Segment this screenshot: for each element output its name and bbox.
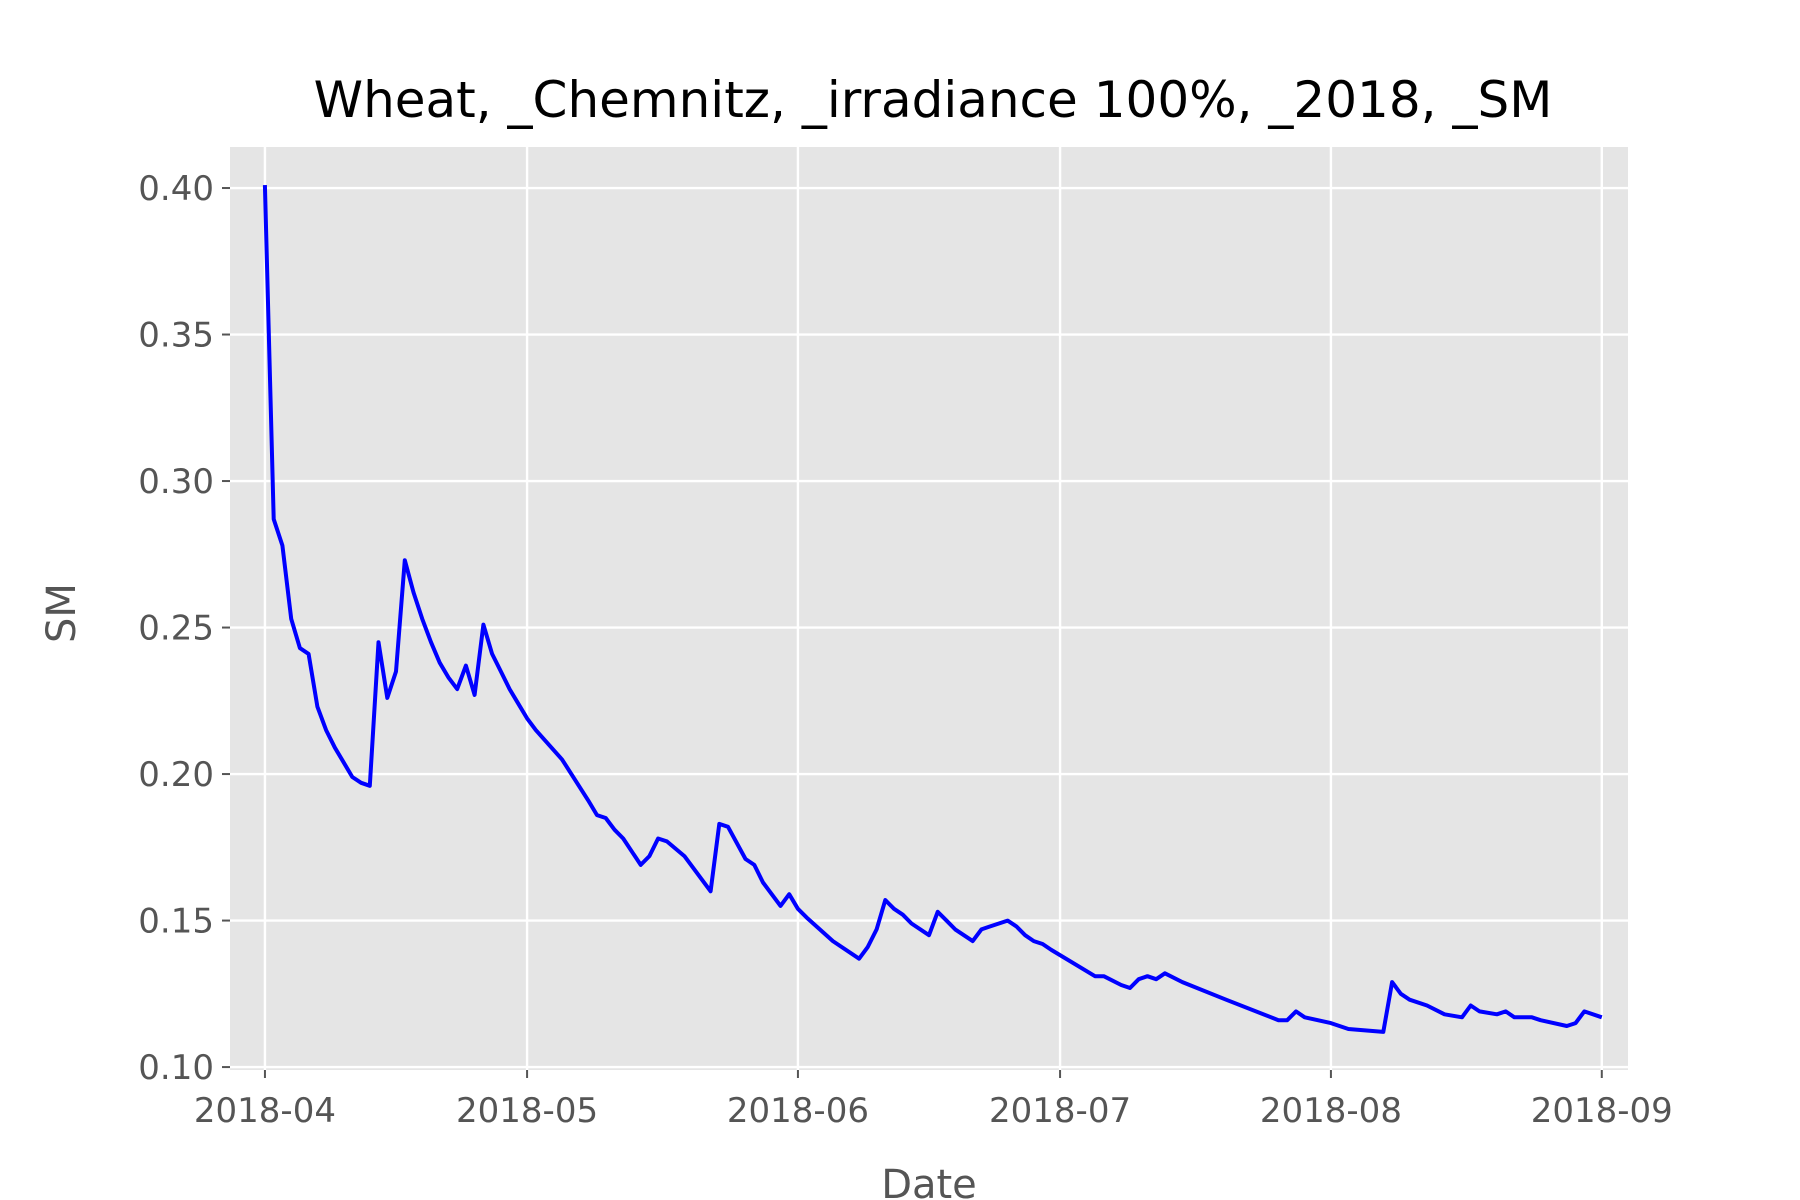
plot-area bbox=[230, 147, 1628, 1070]
series-group bbox=[262, 185, 1603, 1034]
x-tick-label: 2018-09 bbox=[1531, 1091, 1673, 1131]
y-tick-label: 0.30 bbox=[138, 462, 214, 502]
y-axis-ticks: 0.10 0.15 0.20 0.25 0.30 0.35 0.40 bbox=[138, 169, 230, 1088]
x-axis-label: Date bbox=[881, 1162, 977, 1200]
y-tick-label: 0.10 bbox=[138, 1048, 214, 1088]
y-tick-label: 0.35 bbox=[138, 316, 214, 356]
y-axis-label: SM bbox=[39, 583, 85, 643]
x-tick-label: 2018-07 bbox=[989, 1091, 1131, 1131]
y-tick-label: 0.25 bbox=[138, 609, 214, 649]
chart-title: Wheat, _Chemnitz, _irradiance 100%, _201… bbox=[314, 71, 1553, 129]
x-tick-label: 2018-08 bbox=[1260, 1091, 1402, 1131]
y-tick-label: 0.15 bbox=[138, 902, 214, 942]
x-tick-label: 2018-06 bbox=[727, 1091, 869, 1131]
x-axis-ticks: 2018-04 2018-05 2018-06 2018-07 2018-08 2018-… bbox=[194, 1070, 1673, 1131]
grid-lines bbox=[230, 147, 1628, 1070]
y-tick-label: 0.20 bbox=[138, 755, 214, 795]
x-tick-label: 2018-04 bbox=[194, 1091, 336, 1131]
x-tick-label: 2018-05 bbox=[456, 1091, 598, 1131]
y-tick-label: 0.40 bbox=[138, 169, 214, 209]
sm-series-line bbox=[262, 185, 1603, 1034]
